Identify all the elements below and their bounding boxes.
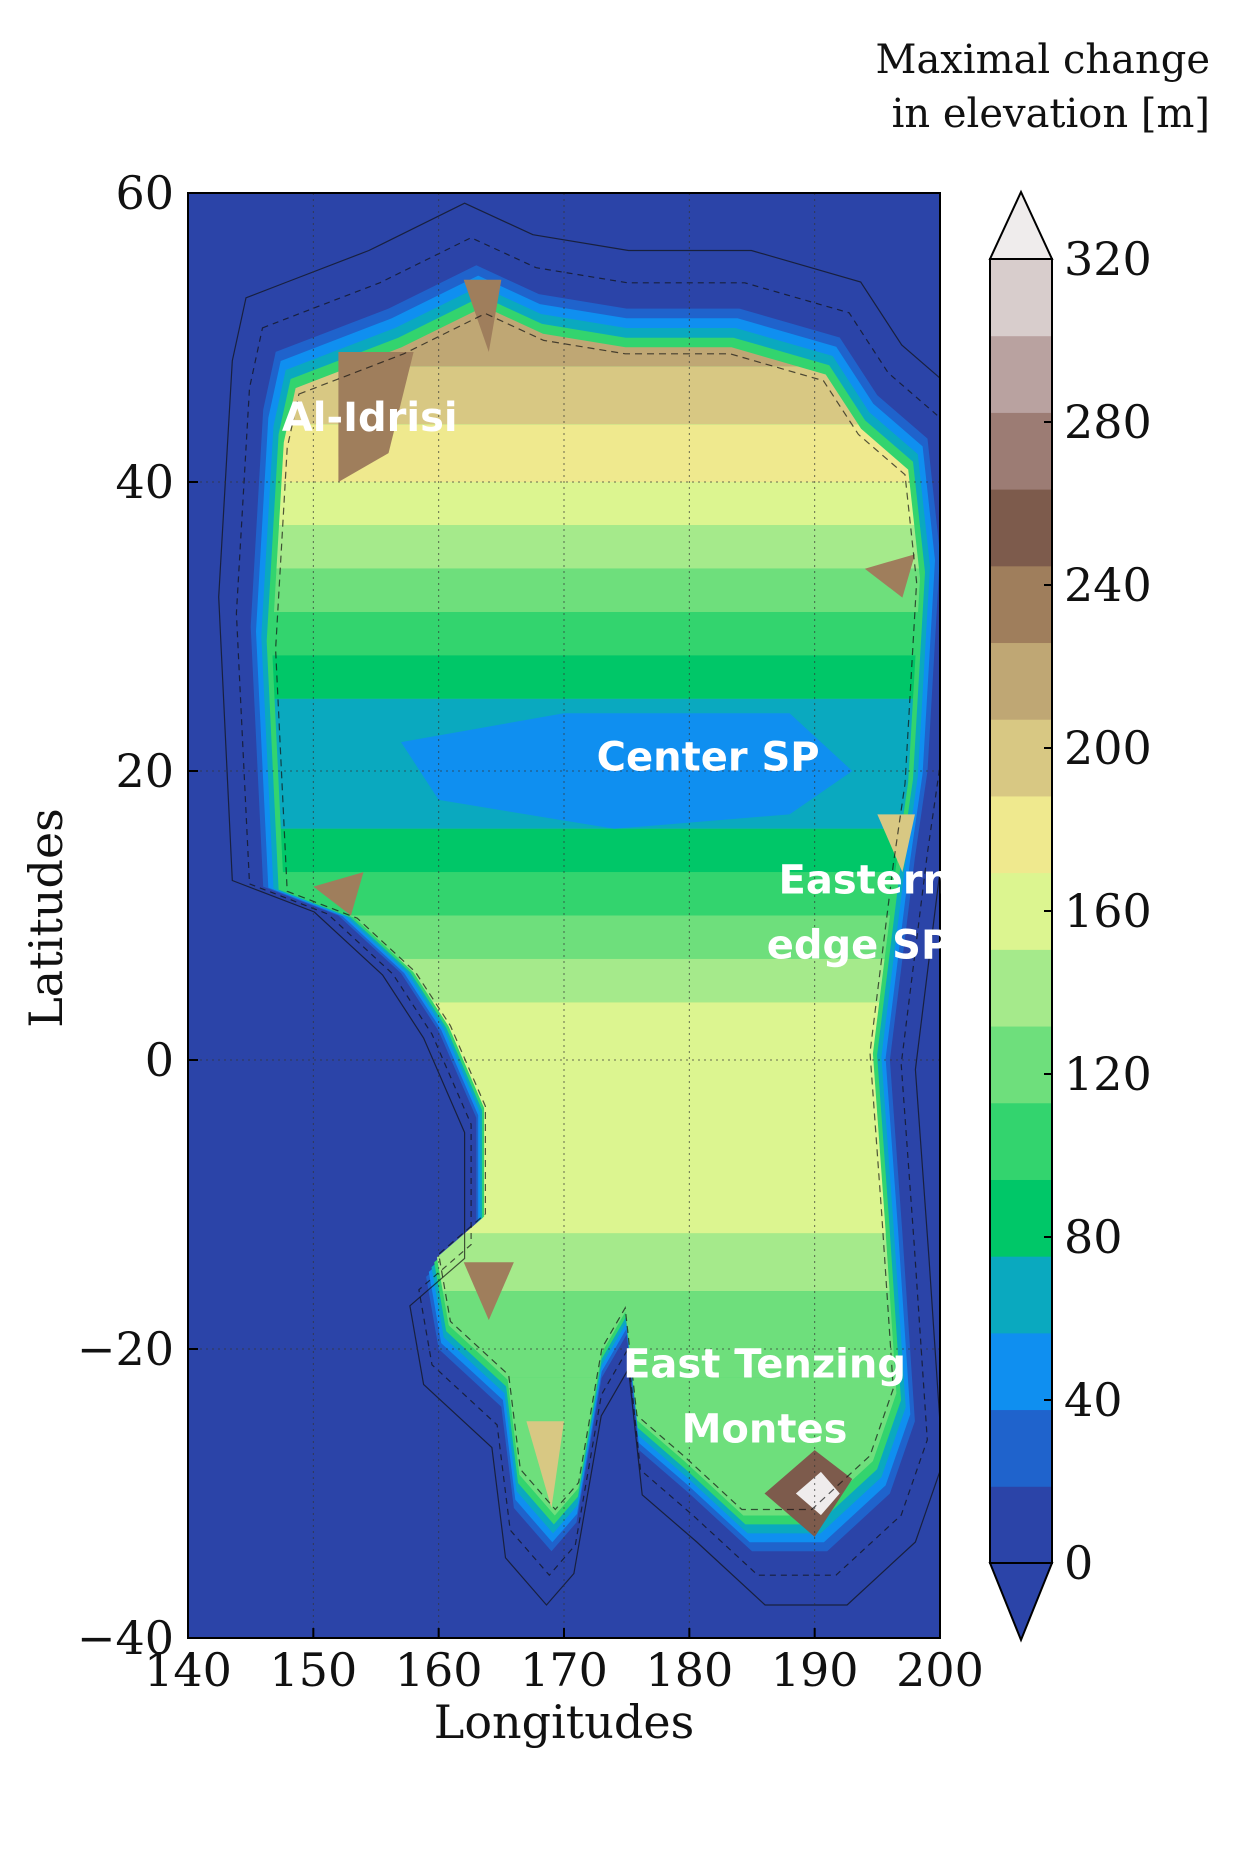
colorbar-segment-12: [990, 565, 1052, 644]
contour-plot-area: Al-Idrisi Center SP Eastern edge SP East Ten…: [187, 192, 952, 1639]
contour-band-lat-10: [272, 828, 920, 873]
east-tenzing-summit: [795, 1471, 840, 1516]
colorbar-segment-5: [990, 1102, 1052, 1180]
contour-line-0: [274, 312, 918, 1511]
contour-band-lat-6: [272, 612, 920, 656]
colorbar-segment-11: [990, 642, 1052, 720]
north-peak: [463, 279, 502, 352]
annotation-3: edge SP: [767, 922, 951, 968]
annotation-4: East Tenzing: [623, 1341, 906, 1387]
x-tick-label-2: 160: [395, 1643, 483, 1697]
colorbar-tick-label-5: 120: [1064, 1047, 1152, 1101]
colorbar-segment-0: [990, 1486, 1052, 1564]
contour-band-lat-5: [272, 568, 920, 613]
x-tick-label-0: 140: [144, 1643, 232, 1697]
south-west-peak: [463, 1262, 514, 1321]
colorbar-tick-label-3: 200: [1064, 721, 1152, 775]
y-axis-ticks: 60 40 20 0 −20 −40: [77, 166, 198, 1665]
west-peak: [313, 872, 364, 916]
colorbar: 320 280 240 200 160 120 80 40 0: [988, 189, 1152, 1643]
contour-lines: [218, 202, 940, 1606]
contour-band-lat-4: [272, 525, 920, 569]
y-tick-label-0: 60: [115, 166, 174, 220]
colorbar-segment-14: [990, 412, 1052, 490]
colorbar-tick-label-4: 160: [1064, 884, 1152, 938]
colorbar-tick-label-6: 80: [1064, 1210, 1123, 1264]
contour-band-lat-3: [272, 482, 920, 526]
colorbar-tick-label-0: 320: [1064, 232, 1152, 286]
colorbar-title-line-1: Maximal change: [876, 37, 1211, 83]
al-idrisi-peak: [338, 351, 414, 482]
colorbar-segment-2: [990, 1332, 1052, 1411]
annotation-1: Center SP: [597, 735, 820, 781]
colorbar-tick-label-8: 0: [1064, 1536, 1093, 1590]
x-tick-label-5: 190: [771, 1643, 859, 1697]
contour-band-lat-11: [272, 872, 920, 916]
contour-band-lat-7: [272, 655, 920, 699]
annotation-2: Eastern: [779, 857, 952, 903]
colorbar-segment-8: [990, 872, 1052, 950]
colorbar-segment-6: [990, 1026, 1052, 1104]
y-tick-label-1: 40: [115, 455, 174, 509]
colorbar-extend-bottom: [988, 1562, 1054, 1643]
colorbar-segment-9: [990, 795, 1052, 874]
colorbar-segment-13: [990, 489, 1052, 567]
colorbar-segment-10: [990, 719, 1052, 797]
region-annotations: Al-Idrisi Center SP Eastern edge SP East Ten…: [282, 395, 952, 1452]
colorbar-extend-top: [988, 189, 1054, 260]
y-tick-label-5: −40: [77, 1611, 174, 1665]
y-tick-label-2: 20: [115, 744, 174, 798]
x-axis-ticks: 140 150 160 170 180 190 200: [144, 1628, 984, 1697]
x-tick-label-3: 170: [520, 1643, 608, 1697]
colorbar-segment-7: [990, 949, 1052, 1027]
x-axis-label: Longitudes: [434, 1695, 694, 1749]
annotation-5: Montes: [682, 1406, 848, 1452]
x-tick-label-1: 150: [269, 1643, 357, 1697]
colorbar-tick-label-7: 40: [1064, 1373, 1123, 1427]
colorbar-segment-1: [990, 1409, 1052, 1487]
colorbar-segment-16: [990, 259, 1052, 337]
gridlines: [188, 193, 940, 1638]
colorbar-segment-4: [990, 1179, 1052, 1257]
x-tick-label-4: 180: [645, 1643, 733, 1697]
y-tick-label-3: 0: [145, 1033, 174, 1087]
contour-line-2: [218, 202, 940, 1606]
y-axis-label: Latitudes: [19, 808, 73, 1028]
colorbar-segment-3: [990, 1256, 1052, 1334]
colorbar-tick-label-1: 280: [1064, 395, 1152, 449]
east-peak: [864, 554, 915, 598]
annotation-0: Al-Idrisi: [282, 395, 458, 441]
colorbar-segment-15: [990, 335, 1052, 413]
colorbar-tick-label-2: 240: [1064, 558, 1152, 612]
south-ridge-peak: [526, 1421, 564, 1508]
x-tick-label-6: 200: [896, 1643, 984, 1697]
y-tick-label-4: −20: [77, 1322, 174, 1376]
colorbar-title-line-2: in elevation [m]: [892, 91, 1210, 137]
